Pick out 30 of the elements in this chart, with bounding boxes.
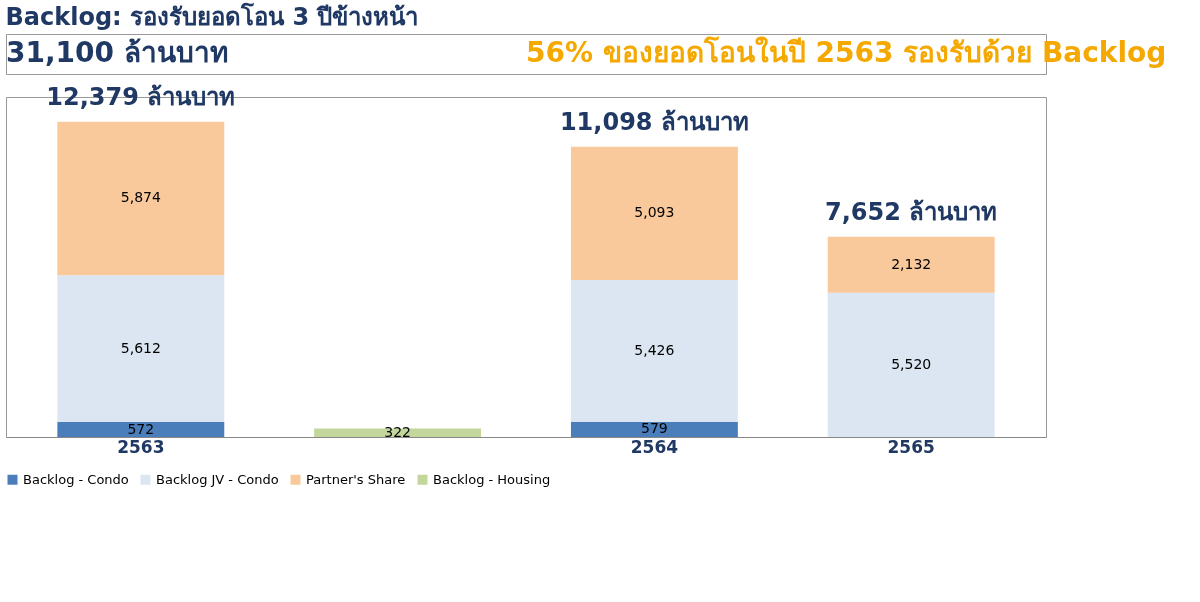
legend-label: Backlog JV - Condo <box>156 471 279 487</box>
bar <box>57 422 225 437</box>
bar <box>827 292 995 437</box>
bar <box>827 236 995 293</box>
legend-label: Partner's Share <box>306 471 406 487</box>
x-tick-label: 2565 <box>887 436 935 457</box>
x-tick-label: 2564 <box>630 436 679 457</box>
x-tick-label: 2563 <box>117 436 165 457</box>
data-label: 2,132 <box>891 255 932 272</box>
annotation: 12,379 ล้านบาท <box>46 82 236 111</box>
data-label: 5,520 <box>891 355 932 372</box>
text: 56% ของยอดโอนในปี 2563 รองรับด้วย Backlog <box>526 35 1167 69</box>
bar <box>570 146 738 280</box>
bar <box>57 275 225 423</box>
data-label: 579 <box>641 420 668 437</box>
bar <box>57 121 225 276</box>
bar <box>570 279 738 422</box>
bar <box>570 421 738 437</box>
chart-title: Backlog: รองรับยอดโอน 3 ปีข้างหน้า <box>5 1 419 31</box>
data-label: 322 <box>384 423 411 440</box>
annotation: 11,098 ล้านบาท <box>559 107 749 136</box>
data-label: 5,874 <box>120 189 161 206</box>
annotation: 7,652 ล้านบาท <box>825 197 998 226</box>
data-label: 5,426 <box>634 341 675 358</box>
text: 31,100 ล้านบาท <box>6 36 228 69</box>
legend-label: Backlog - Condo <box>23 471 129 487</box>
data-label: 5,612 <box>120 339 161 356</box>
data-label: 572 <box>127 420 155 437</box>
legend-label: Backlog - Housing <box>433 471 551 487</box>
data-label: 5,093 <box>634 204 675 221</box>
